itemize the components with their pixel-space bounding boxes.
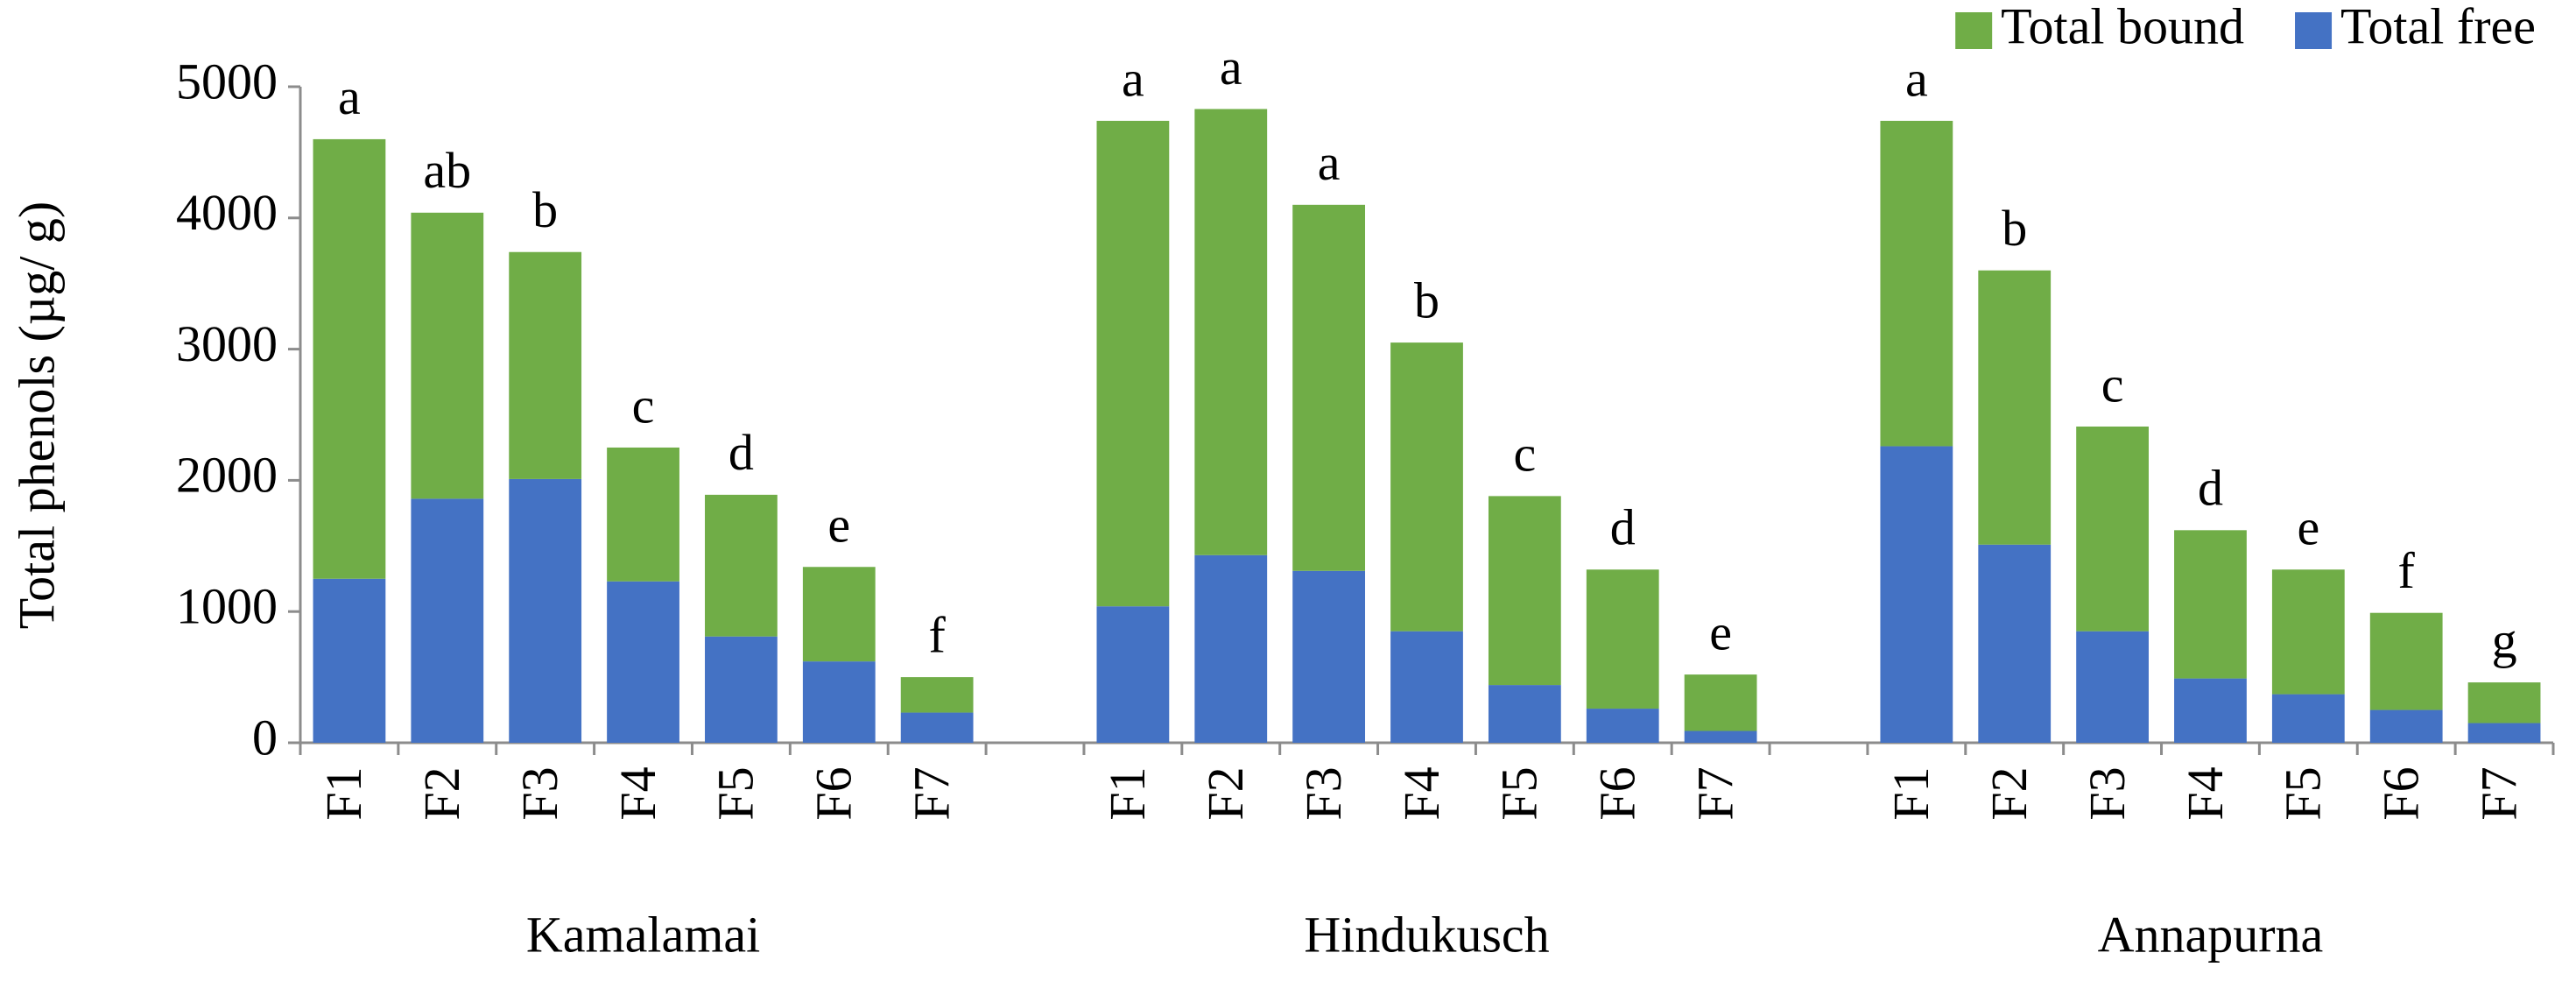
bar-segment xyxy=(1096,606,1170,743)
bar-segment xyxy=(607,581,679,743)
x-tick-label: F6 xyxy=(1589,766,1646,820)
significance-letter: a xyxy=(1905,50,1928,107)
bar-segment xyxy=(1292,570,1366,743)
y-axis-label: Total phenols (µg/ g) xyxy=(8,201,65,629)
group-label: Hindukusch xyxy=(1304,906,1549,963)
y-tick-label: 0 xyxy=(252,709,278,766)
x-tick-label: F1 xyxy=(1099,766,1156,820)
x-tick-label: F3 xyxy=(2079,766,2136,820)
bar-segment xyxy=(313,578,386,743)
significance-letter: a xyxy=(1220,39,1242,95)
bar-segment xyxy=(1194,554,1268,743)
bar-segment xyxy=(1586,569,1659,709)
significance-letter: d xyxy=(1610,499,1636,556)
bar-segment xyxy=(2271,569,2345,695)
x-tick-label: F7 xyxy=(903,766,960,820)
bar-segment xyxy=(2369,709,2443,743)
x-tick-label: F2 xyxy=(1981,766,2038,820)
bar-segment xyxy=(802,567,876,662)
bar-segment xyxy=(1292,204,1366,571)
bar-segment xyxy=(509,251,582,479)
bar-segment xyxy=(1586,709,1659,743)
x-tick-label: F6 xyxy=(2373,766,2430,820)
significance-letter: f xyxy=(928,606,946,663)
bar-segment xyxy=(1978,544,2052,743)
significance-letter: b xyxy=(1414,272,1439,328)
bar-segment xyxy=(2467,682,2541,723)
bar-segment xyxy=(411,212,484,499)
significance-letter: b xyxy=(532,181,558,238)
bar-segment xyxy=(1978,270,2052,545)
bar-segment xyxy=(1390,631,1463,743)
bar-segment xyxy=(2076,631,2149,743)
significance-letter: c xyxy=(2101,356,2124,413)
significance-letter: a xyxy=(1318,134,1341,191)
bar-segment xyxy=(1684,674,1757,731)
x-tick-label: F5 xyxy=(707,766,764,820)
bar-segment xyxy=(1684,730,1757,743)
significance-letter: f xyxy=(2398,542,2416,599)
significance-letter: e xyxy=(1709,603,1732,660)
bar-segment xyxy=(1096,120,1170,607)
x-tick-label: F4 xyxy=(609,766,666,820)
bar-segment xyxy=(900,677,974,713)
bar-segment xyxy=(705,636,778,743)
bar-segment xyxy=(607,447,679,582)
bar-segment xyxy=(705,494,778,637)
bar-segment xyxy=(411,498,484,743)
bar-segment xyxy=(2076,426,2149,632)
significance-letter: c xyxy=(632,377,655,434)
x-tick-label: F6 xyxy=(806,766,862,820)
legend-swatch xyxy=(1955,12,1993,49)
x-tick-label: F5 xyxy=(1491,766,1548,820)
x-tick-label: F2 xyxy=(413,766,470,820)
x-tick-label: F3 xyxy=(1295,766,1352,820)
y-tick-label: 1000 xyxy=(176,578,278,635)
y-tick-label: 4000 xyxy=(176,184,278,241)
significance-letter: e xyxy=(827,497,850,554)
significance-letter: ab xyxy=(423,142,471,199)
y-tick-label: 5000 xyxy=(176,53,278,109)
x-tick-label: F5 xyxy=(2275,766,2332,820)
bar-segment xyxy=(2174,530,2247,679)
legend-swatch xyxy=(2295,12,2333,49)
bar-segment xyxy=(2271,694,2345,743)
x-tick-label: F3 xyxy=(511,766,568,820)
significance-letter: g xyxy=(2492,611,2517,668)
bar-segment xyxy=(1880,446,1953,743)
significance-letter: c xyxy=(1513,426,1536,483)
significance-letter: a xyxy=(1122,50,1144,107)
group-label: Kamalamai xyxy=(526,906,760,963)
bar-segment xyxy=(1194,109,1268,555)
significance-letter: b xyxy=(2002,200,2027,257)
significance-letter: e xyxy=(2297,499,2319,556)
x-tick-label: F7 xyxy=(2470,766,2527,820)
bar-segment xyxy=(1390,342,1463,632)
bar-segment xyxy=(1880,120,1953,447)
x-tick-label: F1 xyxy=(1883,766,1939,820)
bar-segment xyxy=(1488,685,1561,743)
bar-segment xyxy=(2369,612,2443,710)
bar-segment xyxy=(313,138,386,579)
legend-label: Total free xyxy=(2340,0,2536,54)
bar-segment xyxy=(2467,723,2541,743)
bar-segment xyxy=(509,478,582,743)
bar-segment xyxy=(802,661,876,743)
x-tick-label: F2 xyxy=(1197,766,1254,820)
bar-segment xyxy=(900,712,974,743)
significance-letter: d xyxy=(728,424,754,481)
x-tick-label: F4 xyxy=(1393,766,1450,820)
bar-segment xyxy=(2174,678,2247,743)
bar-segment xyxy=(1488,496,1561,686)
x-tick-label: F7 xyxy=(1686,766,1743,820)
x-tick-label: F4 xyxy=(2177,766,2234,820)
significance-letter: d xyxy=(2198,460,2223,517)
x-tick-label: F1 xyxy=(315,766,372,820)
group-label: Annapurna xyxy=(2098,906,2324,963)
y-tick-label: 2000 xyxy=(176,447,278,504)
y-tick-label: 3000 xyxy=(176,315,278,372)
legend-label: Total bound xyxy=(2001,0,2244,54)
significance-letter: a xyxy=(338,68,361,125)
